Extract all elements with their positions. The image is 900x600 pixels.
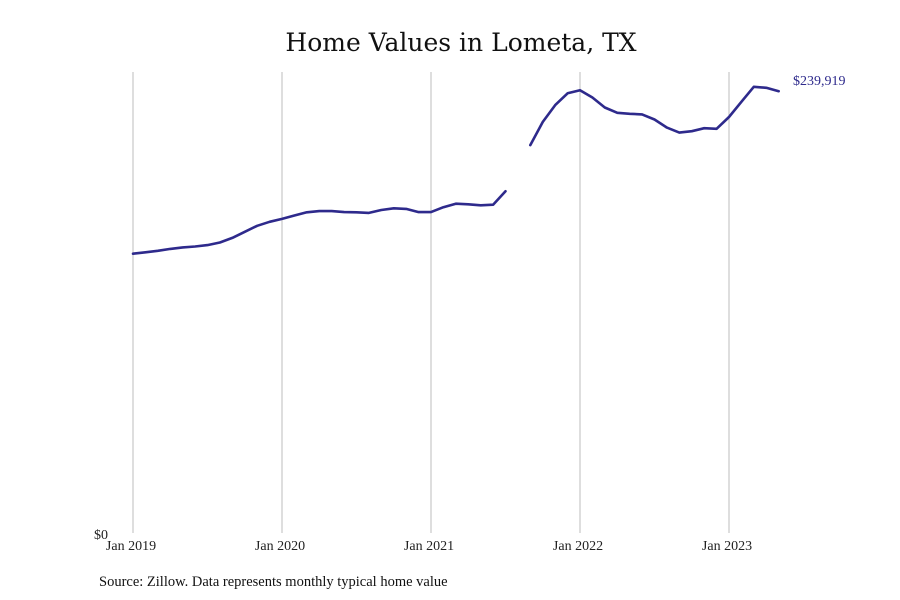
- home-value-line-segment-1: [131, 189, 507, 255]
- x-tick-label: Jan 2021: [404, 539, 454, 554]
- latest-value-label: $239,919: [793, 74, 846, 89]
- x-tick-label: Jan 2022: [553, 539, 603, 554]
- source-note: Source: Zillow. Data represents monthly …: [99, 574, 448, 590]
- y-tick-label-zero: $0: [94, 528, 108, 543]
- x-gridlines: [132, 72, 730, 533]
- x-tick-label: Jan 2020: [255, 539, 305, 554]
- x-axis-tick-labels: Jan 2019 Jan 2020 Jan 2021 Jan 2022 Jan 2023: [106, 539, 752, 554]
- x-tick-label: Jan 2019: [106, 539, 156, 554]
- chart-title: Home Values in Lometa, TX: [285, 28, 636, 57]
- series-lines: [131, 85, 781, 255]
- home-value-line-segment-2: [528, 85, 781, 147]
- x-tick-label: Jan 2023: [702, 539, 752, 554]
